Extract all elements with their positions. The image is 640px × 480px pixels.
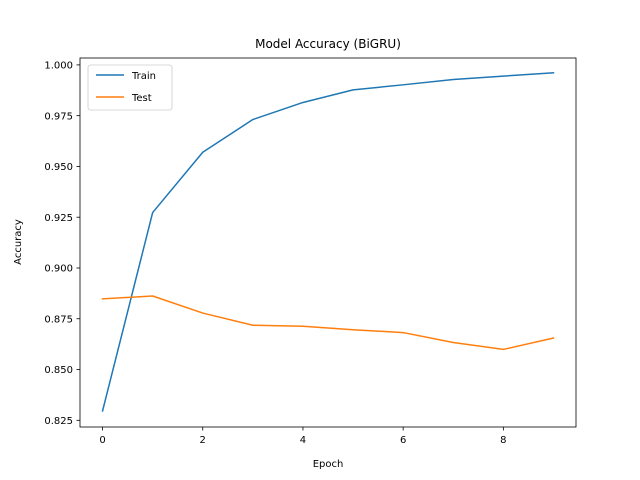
y-tick-label: 0.975: [44, 111, 73, 122]
series-line-test: [101, 295, 555, 351]
y-axis-label: Accuracy: [13, 219, 24, 265]
y-tick-label: 0.850: [44, 365, 73, 376]
legend-label-train: Train: [131, 71, 156, 82]
y-tick-label: 0.875: [44, 314, 73, 325]
axes-frame: [79, 57, 577, 428]
y-tick-label: 0.900: [44, 264, 73, 275]
x-axis-label: Epoch: [313, 459, 344, 470]
y-tick-label: 0.825: [44, 416, 73, 427]
x-tick-label: 6: [400, 435, 406, 446]
x-tick-label: 8: [500, 435, 506, 446]
legend-label-test: Test: [131, 93, 152, 104]
x-tick-label: 4: [300, 435, 306, 446]
y-tick-label: 0.950: [44, 162, 73, 173]
plot-area: 0 2 4 6 8 0.825 0.850 0.875 0.900 0.925 0.950 0.975…: [44, 57, 577, 446]
legend: Train Test: [87, 64, 173, 111]
chart-title: Model Accuracy (BiGRU): [255, 37, 401, 51]
x-tick-label: 2: [200, 435, 206, 446]
legend-box: [87, 64, 173, 111]
series-line-train: [101, 72, 555, 412]
x-tick-label: 0: [99, 435, 105, 446]
y-tick-label: 0.925: [44, 213, 73, 224]
y-tick-label: 1.000: [44, 61, 73, 72]
